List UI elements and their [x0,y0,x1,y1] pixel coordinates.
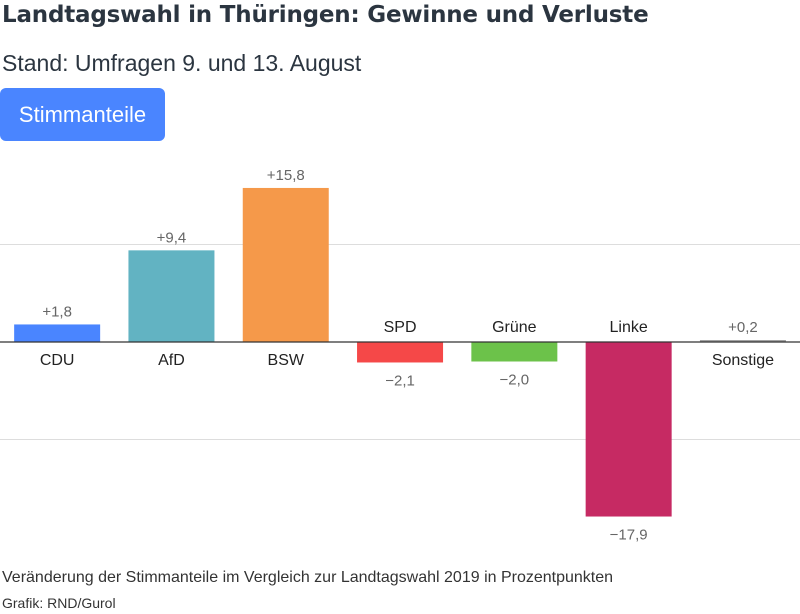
bar-sonstige [699,340,786,342]
category-label: SPD [384,319,417,336]
category-label: Linke [610,319,648,336]
category-label: CDU [40,352,75,369]
bar-bsw [242,187,329,342]
chart-source: Grafik: RND/Gurol [2,595,116,611]
data-label: −2,0 [500,372,530,389]
bar-chart: +1,8 CDU +9,4 AfD +15,8 BSW −2,1 SPD −2,0 Grüne −1… [0,167,800,544]
category-label: AfD [158,352,185,369]
bar-afd [128,250,215,342]
bar-cdu [14,324,101,342]
category-label: BSW [268,352,305,369]
chart-subtitle: Stand: Umfragen 9. und 13. August [2,50,362,76]
category-label: Grüne [492,319,537,336]
data-label: −17,9 [610,527,648,544]
chart-note: Veränderung der Stimmanteile im Vergleic… [2,569,614,586]
data-label: +1,8 [42,303,72,320]
bar-grüne [471,342,558,362]
bar-linke [585,342,672,517]
data-label: −2,1 [385,372,415,389]
category-label: Sonstige [712,352,774,369]
data-label: +9,4 [157,229,187,246]
chart-title: Landtagswahl in Thüringen: Gewinne und V… [2,2,649,28]
data-label: +15,8 [267,167,305,184]
data-label: +0,2 [728,319,758,336]
bar-spd [357,342,444,363]
tab-stimmanteile[interactable]: Stimmanteile [0,88,165,141]
